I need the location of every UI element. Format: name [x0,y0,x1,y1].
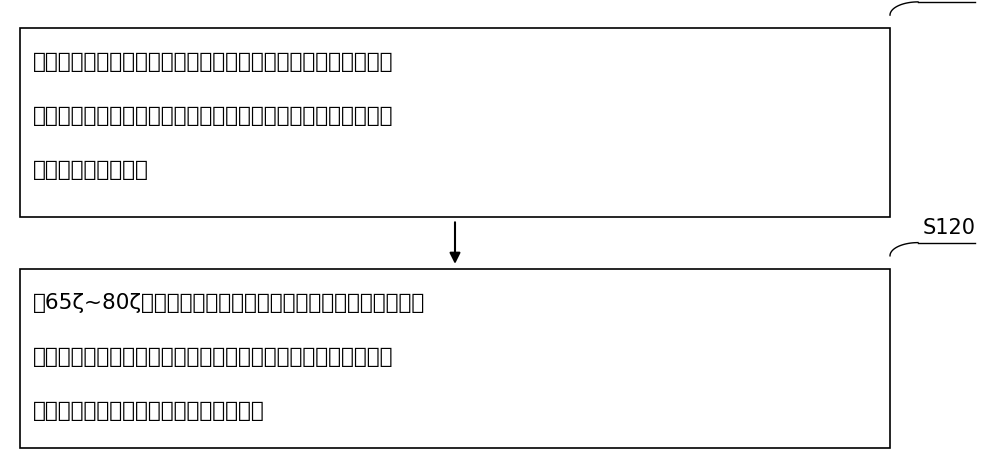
Text: 拌均匀得到混合溶液: 拌均匀得到混合溶液 [33,160,149,180]
FancyBboxPatch shape [20,269,890,448]
Text: 将第一预设量的二元烯烃胺与第二预设量的乙烯基磺酸盐混合，: 将第一预设量的二元烯烃胺与第二预设量的乙烯基磺酸盐混合， [33,52,394,72]
Text: 引发剂以引发所述混合溶液内的二元烯烃胺与乙烯基磺酸盐发生: 引发剂以引发所述混合溶液内的二元烯烃胺与乙烯基磺酸盐发生 [33,347,394,367]
FancyBboxPatch shape [20,28,890,217]
Text: 自由基共聚反应，以得到线性预聚物溶液: 自由基共聚反应，以得到线性预聚物溶液 [33,401,265,421]
Text: 在65ζ~80ζ的反应温度及氮气条件下，向所述混合溶液中加入: 在65ζ~80ζ的反应温度及氮气条件下，向所述混合溶液中加入 [33,293,425,312]
Text: S120: S120 [923,218,976,238]
Text: 得到预混合物，将所述预混合物溶于第三预设量的水溶剂中，搅: 得到预混合物，将所述预混合物溶于第三预设量的水溶剂中，搅 [33,106,394,126]
